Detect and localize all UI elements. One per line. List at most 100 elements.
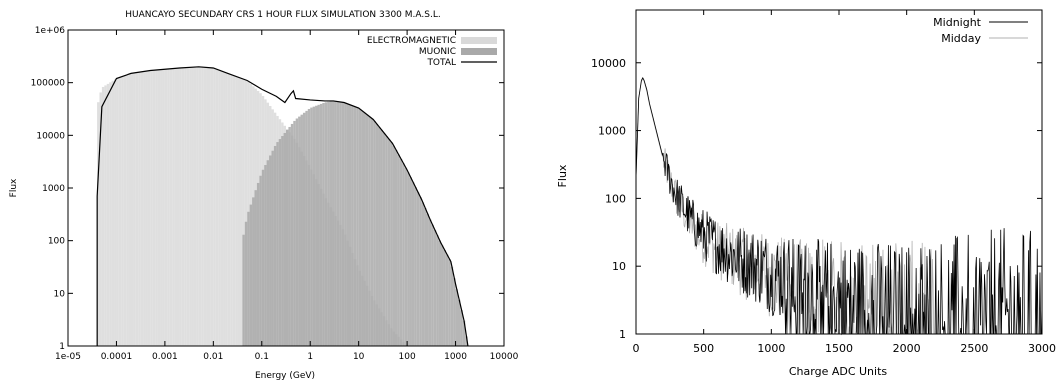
muonic-bar <box>390 142 393 346</box>
muonic-bar <box>378 126 381 347</box>
electromagnetic-bar <box>193 67 197 346</box>
electromagnetic-bar <box>237 77 240 346</box>
muonic-bar <box>395 150 398 346</box>
x-tick-label: 1500 <box>825 342 853 355</box>
muonic-bar <box>346 103 349 347</box>
muonic-bar <box>247 211 250 346</box>
muonic-bar <box>397 154 400 346</box>
electromagnetic-bar <box>223 72 226 346</box>
muonic-bar <box>428 219 432 346</box>
muonic-bar <box>462 320 466 346</box>
electromagnetic-bar <box>109 82 112 346</box>
muonic-bar <box>269 155 272 346</box>
energy-flux-histogram: HUANCAYO SECUNDARY CRS 1 HOUR FLUX SIMUL… <box>9 10 519 381</box>
electromagnetic-bar <box>184 67 187 347</box>
plot-frame <box>67 29 505 347</box>
x-tick-label: 10 <box>353 352 365 362</box>
midnight-series-line <box>635 76 1043 336</box>
muonic-bar <box>322 102 325 347</box>
y-tick-label: 100 <box>605 192 626 205</box>
x-tick-label: 100 <box>399 352 416 362</box>
electromagnetic-bar <box>186 67 190 346</box>
electromagnetic-bar <box>213 68 216 347</box>
muonic-bar <box>402 163 405 346</box>
legend-swatch <box>461 48 497 55</box>
charge-flux-plot: Flux Charge ADC Units 0 500 1000 1500 2000 25… <box>556 9 1056 378</box>
muonic-bar <box>382 132 386 346</box>
muonic-bar <box>288 126 291 347</box>
muonic-bar <box>319 103 323 347</box>
electromagnetic-bar <box>203 67 207 347</box>
electromagnetic-bar <box>218 70 221 346</box>
x-tick-label: 1000 <box>757 342 785 355</box>
muonic-bar <box>315 105 318 346</box>
muonic-bar <box>399 158 403 346</box>
muonic-bar <box>293 120 296 347</box>
x-tick-label: 0.1 <box>255 352 269 362</box>
y-tick-label: 1000 <box>598 125 626 138</box>
y-tick-label: 1 <box>59 342 65 352</box>
muonic-bar <box>329 101 333 347</box>
muonic-bar <box>281 136 284 346</box>
electromagnetic-bar <box>111 80 115 346</box>
muonic-bar <box>324 102 328 346</box>
x-tick-label: 0.001 <box>152 352 178 362</box>
muonic-bar <box>368 116 371 346</box>
electromagnetic-bar <box>181 67 185 347</box>
muonic-bar <box>457 299 461 346</box>
electromagnetic-bar <box>147 70 151 346</box>
muonic-bar <box>424 208 427 346</box>
electromagnetic-bar <box>225 72 228 347</box>
electromagnetic-bar <box>235 76 238 347</box>
electromagnetic-bar <box>179 67 182 346</box>
legend-swatch <box>461 37 497 44</box>
electromagnetic-bar <box>239 78 243 346</box>
muonic-bar <box>414 187 417 346</box>
muonic-bar <box>421 202 425 346</box>
muonic-bar <box>373 120 376 347</box>
muonic-bar <box>302 112 306 346</box>
electromagnetic-bar <box>198 66 202 346</box>
x-tick-label: 0.01 <box>203 352 223 362</box>
muonic-bar <box>392 145 395 346</box>
electromagnetic-bar <box>244 80 248 346</box>
y-tick-label: 10000 <box>36 131 65 141</box>
electromagnetic-bar <box>160 69 163 347</box>
muonic-bar <box>363 112 366 346</box>
electromagnetic-bar <box>135 72 139 346</box>
muonic-bar <box>407 172 410 346</box>
electromagnetic-bar <box>114 79 117 347</box>
x-axis-label: Energy (GeV) <box>255 371 315 381</box>
x-tick-label: 0 <box>633 342 640 355</box>
electromagnetic-bar <box>220 71 224 346</box>
muonic-bar <box>453 278 456 346</box>
muonic-bar <box>409 177 412 346</box>
muonic-bar <box>380 129 383 346</box>
electromagnetic-bar <box>121 76 124 346</box>
electromagnetic-bar <box>164 69 168 347</box>
muonic-bar <box>385 136 388 346</box>
muonic-bar <box>351 105 354 346</box>
x-axis-label: Charge ADC Units <box>789 365 888 378</box>
muonic-bar <box>387 139 391 346</box>
muonic-bar <box>445 254 449 346</box>
electromagnetic-bar <box>99 92 102 346</box>
legend-label: Midday <box>941 32 981 45</box>
muonic-bar <box>356 107 359 346</box>
x-tick-label: 1e-05 <box>55 352 81 362</box>
electromagnetic-bar <box>208 67 211 346</box>
chart-title: HUANCAYO SECUNDARY CRS 1 HOUR FLUX SIMUL… <box>125 10 440 20</box>
y-tick-label: 1e+06 <box>35 26 66 36</box>
muonic-bar <box>433 230 437 346</box>
muonic-bar <box>465 336 468 346</box>
muonic-bar <box>261 169 265 346</box>
electromagnetic-bar <box>152 70 156 346</box>
electromagnetic-bar <box>118 77 122 346</box>
electromagnetic-bar <box>123 75 127 346</box>
muonic-bar <box>264 165 267 346</box>
electromagnetic-bar <box>215 69 219 346</box>
muonic-bars <box>242 100 468 347</box>
total-line <box>96 66 469 347</box>
legend-label: ELECTROMAGNETIC <box>367 36 456 46</box>
electromagnetic-bar <box>150 70 153 347</box>
